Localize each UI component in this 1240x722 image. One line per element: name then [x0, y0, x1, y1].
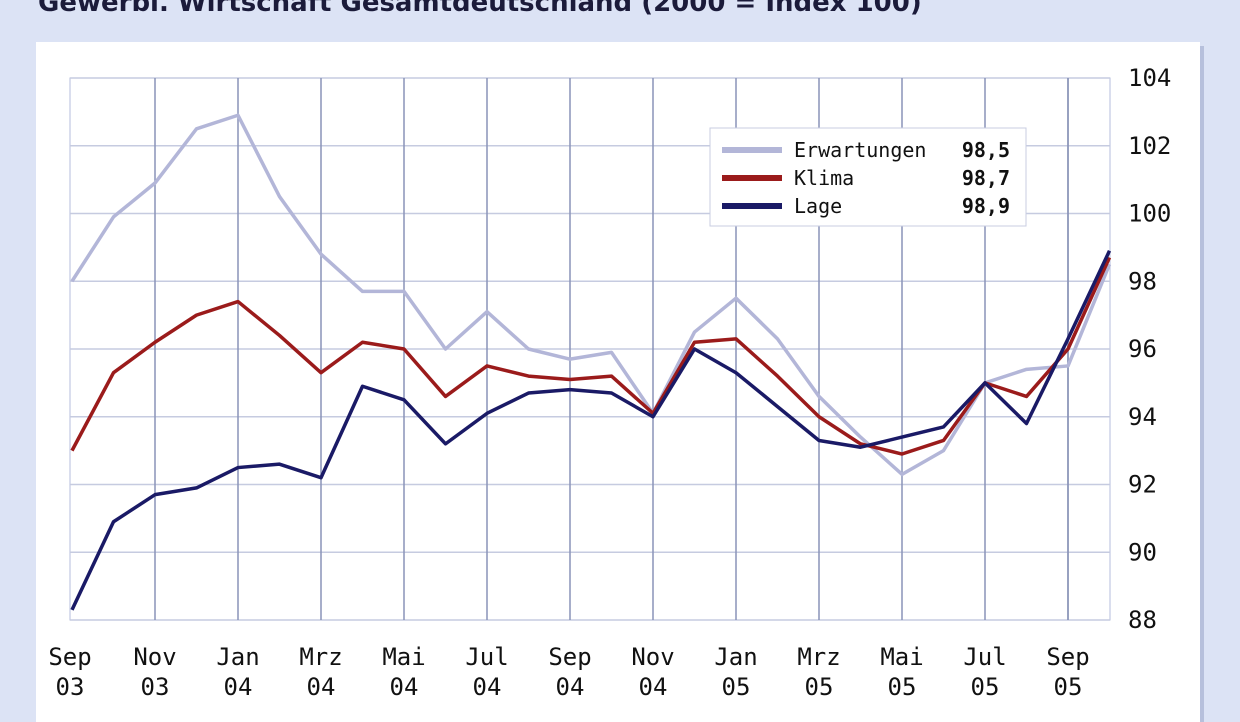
x-tick-label-month: Mrz	[299, 643, 342, 671]
x-tick-label-year: 03	[141, 673, 170, 698]
chart-title: Gewerbl. Wirtschaft Gesamtdeutschland (2…	[38, 0, 922, 18]
x-tick-label-year: 04	[390, 673, 419, 698]
legend-label: Klima	[794, 166, 854, 190]
x-tick-label-year: 04	[639, 673, 668, 698]
x-tick-label-year: 04	[307, 673, 336, 698]
x-tick-label-month: Sep	[1046, 643, 1089, 671]
x-tick-label-month: Mai	[880, 643, 923, 671]
x-tick-label-year: 05	[805, 673, 834, 698]
x-tick-label-month: Nov	[631, 643, 674, 671]
x-tick-label-year: 04	[224, 673, 253, 698]
x-tick-label-year: 04	[556, 673, 585, 698]
legend-label: Lage	[794, 194, 842, 218]
y-tick-label: 88	[1128, 606, 1157, 634]
x-tick-label-month: Nov	[133, 643, 176, 671]
y-tick-label: 100	[1128, 200, 1171, 228]
x-tick-label-year: 03	[56, 673, 85, 698]
y-tick-label: 94	[1128, 403, 1157, 431]
x-tick-label-month: Jul	[465, 643, 508, 671]
x-tick-label-month: Mai	[382, 643, 425, 671]
legend-value: 98,9	[962, 194, 1010, 218]
series-line-klima	[70, 256, 1112, 456]
x-tick-label-month: Jan	[216, 643, 259, 671]
x-tick-label-month: Mrz	[797, 643, 840, 671]
y-tick-label: 92	[1128, 471, 1157, 499]
y-tick-label: 96	[1128, 335, 1157, 363]
x-tick-label-year: 05	[888, 673, 917, 698]
y-tick-label: 102	[1128, 132, 1171, 160]
x-tick-label-year: 05	[1054, 673, 1083, 698]
legend-value: 98,5	[962, 138, 1010, 162]
series-line-erwartungen	[70, 113, 1112, 477]
legend-value: 98,7	[962, 166, 1010, 190]
x-tick-label-month: Sep	[548, 643, 591, 671]
y-tick-label: 98	[1128, 267, 1157, 295]
x-tick-label-month: Jan	[714, 643, 757, 671]
x-tick-label-year: 05	[722, 673, 751, 698]
x-tick-label-year: 04	[473, 673, 502, 698]
x-tick-label-year: 05	[971, 673, 1000, 698]
y-tick-label: 90	[1128, 538, 1157, 566]
x-tick-label-month: Sep	[48, 643, 91, 671]
legend-label: Erwartungen	[794, 138, 926, 162]
y-tick-label: 104	[1128, 64, 1171, 92]
x-tick-label-month: Jul	[963, 643, 1006, 671]
series-line-lage	[70, 250, 1112, 611]
